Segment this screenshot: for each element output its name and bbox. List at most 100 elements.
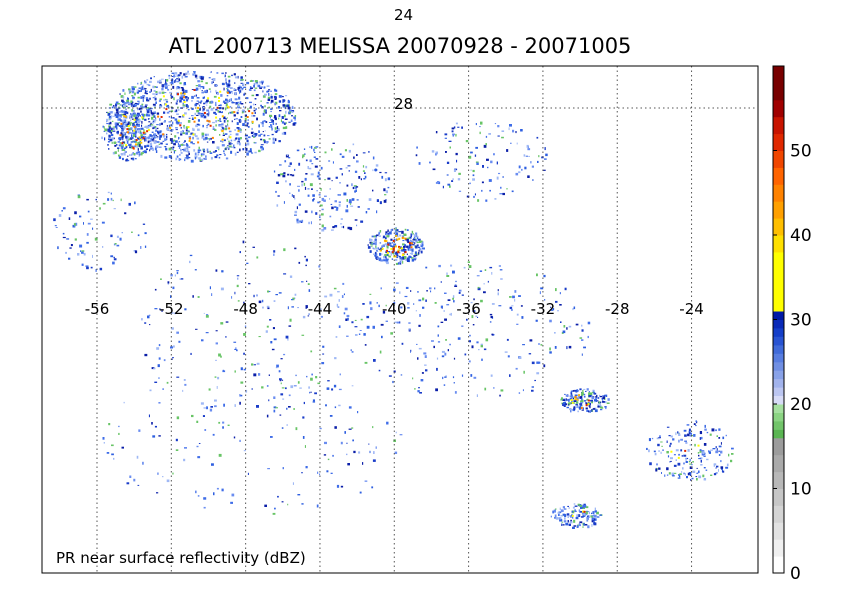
reflectivity-pixel bbox=[545, 153, 548, 157]
reflectivity-pixel bbox=[291, 299, 294, 301]
reflectivity-pixel bbox=[471, 345, 474, 349]
reflectivity-pixel bbox=[139, 152, 141, 155]
reflectivity-pixel bbox=[57, 246, 59, 250]
reflectivity-pixel bbox=[244, 325, 247, 328]
reflectivity-pixel bbox=[678, 433, 681, 436]
reflectivity-pixel bbox=[523, 370, 525, 374]
reflectivity-pixel bbox=[677, 431, 679, 434]
reflectivity-pixel bbox=[107, 141, 111, 143]
reflectivity-pixel bbox=[221, 111, 223, 113]
reflectivity-pixel bbox=[297, 381, 300, 384]
reflectivity-pixel bbox=[388, 375, 392, 377]
reflectivity-pixel bbox=[291, 306, 294, 308]
reflectivity-pixel bbox=[372, 325, 375, 329]
reflectivity-pixel bbox=[275, 190, 277, 193]
reflectivity-pixel bbox=[209, 124, 212, 127]
reflectivity-pixel bbox=[87, 222, 91, 225]
reflectivity-pixel bbox=[239, 394, 243, 397]
reflectivity-pixel bbox=[298, 261, 301, 264]
reflectivity-pixel bbox=[268, 399, 270, 402]
reflectivity-pixel bbox=[580, 400, 583, 404]
reflectivity-pixel bbox=[200, 155, 203, 157]
reflectivity-pixel bbox=[490, 160, 493, 164]
reflectivity-pixel bbox=[158, 402, 161, 404]
reflectivity-pixel bbox=[196, 445, 199, 448]
reflectivity-pixel bbox=[221, 123, 224, 126]
reflectivity-pixel bbox=[235, 102, 238, 105]
reflectivity-pixel bbox=[242, 148, 245, 151]
reflectivity-pixel bbox=[234, 76, 238, 79]
reflectivity-pixel bbox=[498, 265, 501, 267]
reflectivity-pixel bbox=[578, 394, 581, 397]
reflectivity-pixel bbox=[248, 136, 251, 139]
reflectivity-pixel bbox=[412, 239, 416, 241]
reflectivity-pixel bbox=[178, 136, 180, 140]
reflectivity-pixel bbox=[475, 161, 479, 163]
reflectivity-pixel bbox=[174, 135, 177, 138]
reflectivity-pixel bbox=[210, 156, 213, 160]
reflectivity-pixel bbox=[288, 109, 292, 112]
reflectivity-pixel bbox=[589, 410, 591, 413]
map-title: ATL 200713 MELISSA 20070928 - 20071005 bbox=[168, 34, 632, 58]
reflectivity-pixel bbox=[582, 526, 584, 528]
reflectivity-pixel bbox=[320, 315, 323, 318]
reflectivity-pixel bbox=[137, 484, 140, 486]
reflectivity-pixel bbox=[247, 125, 250, 128]
reflectivity-pixel bbox=[233, 73, 236, 76]
reflectivity-pixel bbox=[281, 501, 284, 503]
reflectivity-pixel bbox=[332, 161, 334, 164]
reflectivity-pixel bbox=[236, 111, 239, 115]
reflectivity-pixel bbox=[275, 131, 278, 133]
reflectivity-pixel bbox=[171, 78, 174, 82]
reflectivity-pixel bbox=[197, 151, 200, 153]
reflectivity-pixel bbox=[379, 252, 382, 256]
reflectivity-pixel bbox=[112, 115, 115, 117]
reflectivity-pixel bbox=[303, 182, 306, 186]
reflectivity-pixel bbox=[152, 435, 156, 438]
reflectivity-pixel bbox=[470, 151, 473, 154]
reflectivity-pixel bbox=[178, 146, 181, 149]
reflectivity-pixel bbox=[189, 137, 192, 140]
reflectivity-pixel bbox=[592, 389, 595, 393]
reflectivity-pixel bbox=[706, 458, 709, 461]
reflectivity-pixel bbox=[111, 127, 113, 131]
reflectivity-pixel bbox=[122, 128, 124, 131]
reflectivity-pixel bbox=[161, 309, 163, 312]
reflectivity-pixel bbox=[670, 457, 673, 460]
reflectivity-pixel bbox=[183, 96, 186, 99]
reflectivity-pixel bbox=[201, 136, 204, 139]
reflectivity-pixel bbox=[443, 384, 446, 386]
reflectivity-pixel bbox=[185, 72, 188, 74]
reflectivity-pixel bbox=[273, 250, 276, 253]
reflectivity-pixel bbox=[206, 314, 209, 316]
reflectivity-pixel bbox=[254, 134, 258, 136]
reflectivity-pixel bbox=[228, 79, 231, 83]
reflectivity-pixel bbox=[215, 101, 217, 105]
reflectivity-pixel bbox=[385, 304, 387, 307]
reflectivity-pixel bbox=[289, 192, 291, 194]
reflectivity-pixel bbox=[243, 368, 246, 371]
reflectivity-pixel bbox=[319, 427, 322, 430]
reflectivity-pixel bbox=[562, 524, 565, 526]
reflectivity-pixel bbox=[213, 492, 215, 496]
reflectivity-pixel bbox=[246, 262, 249, 264]
reflectivity-pixel bbox=[291, 194, 293, 197]
reflectivity-pixel bbox=[449, 313, 451, 316]
reflectivity-pixel bbox=[408, 242, 411, 245]
colorbar-tick-label: 50 bbox=[790, 142, 812, 162]
reflectivity-pixel bbox=[162, 388, 164, 390]
reflectivity-pixel bbox=[143, 129, 145, 132]
reflectivity-pixel bbox=[103, 130, 106, 132]
reflectivity-pixel bbox=[437, 181, 440, 183]
reflectivity-pixel bbox=[235, 133, 239, 136]
reflectivity-pixel bbox=[170, 116, 172, 119]
reflectivity-pixel bbox=[409, 236, 412, 239]
reflectivity-pixel bbox=[594, 507, 596, 511]
reflectivity-pixel bbox=[563, 520, 567, 523]
reflectivity-pixel bbox=[154, 95, 156, 98]
reflectivity-pixel bbox=[226, 120, 229, 123]
reflectivity-pixel bbox=[268, 138, 271, 140]
reflectivity-pixel bbox=[218, 453, 222, 457]
reflectivity-pixel bbox=[476, 341, 479, 344]
reflectivity-pixel bbox=[348, 149, 351, 153]
